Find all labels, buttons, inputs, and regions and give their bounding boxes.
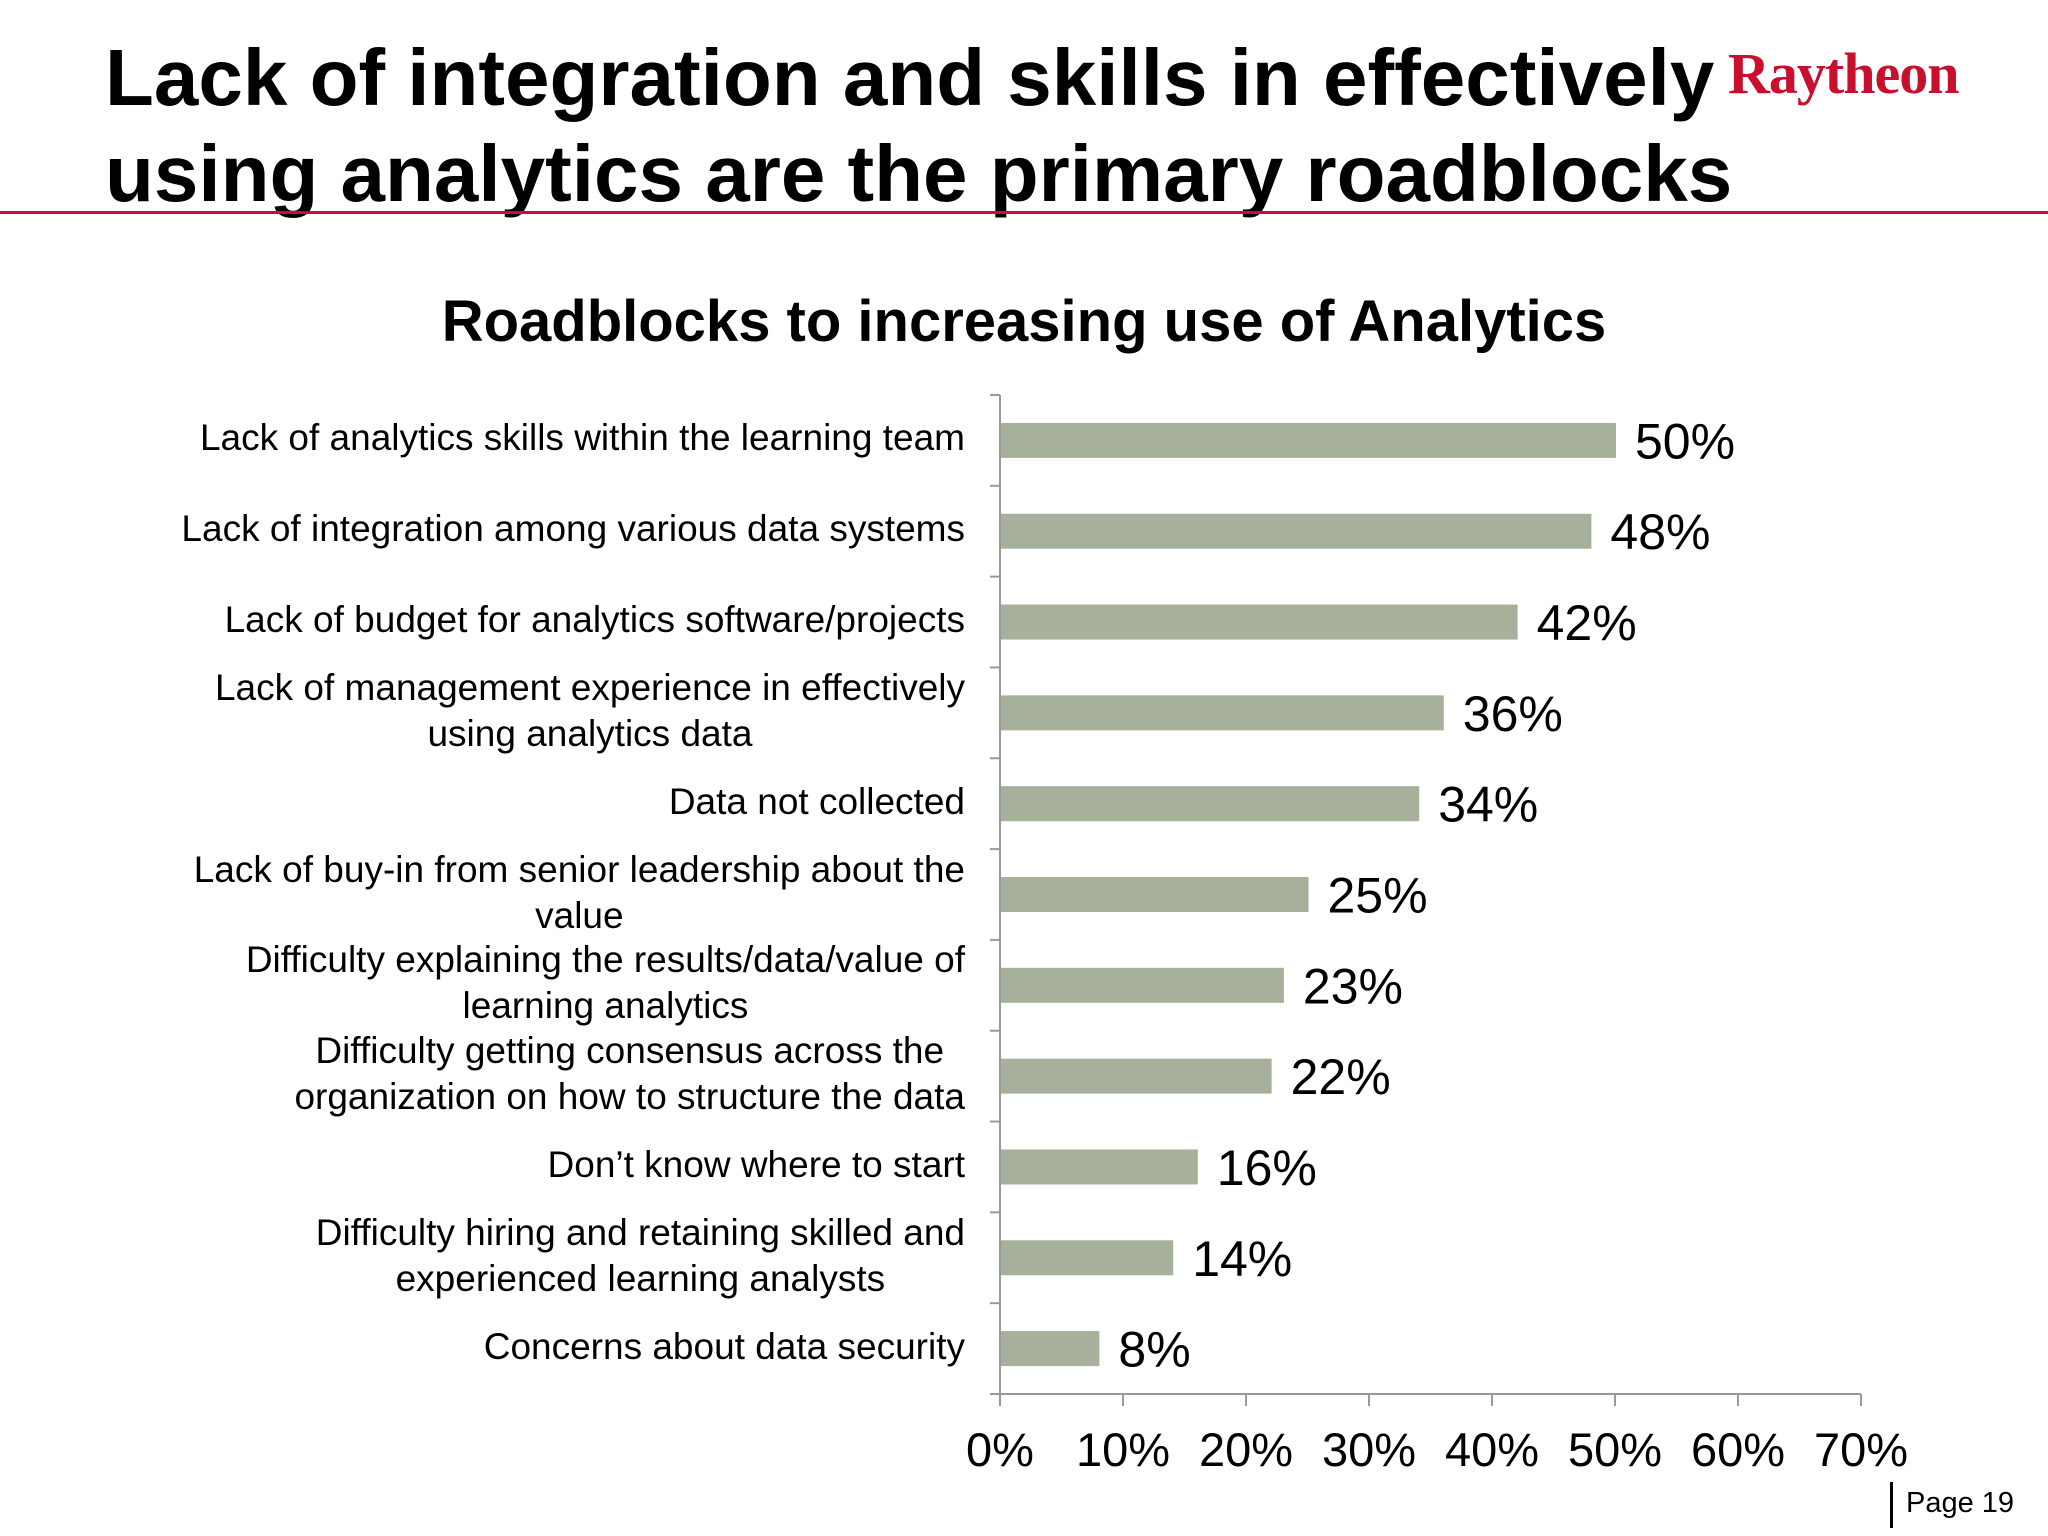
bar [1001,1149,1198,1185]
category-label: Difficulty hiring and retaining skilled … [315,1211,965,1299]
x-tick-label: 30% [1322,1423,1416,1476]
data-label: 48% [1610,504,1710,560]
category-label: Lack of integration among various data s… [181,508,965,550]
data-label: 25% [1328,868,1428,924]
category-label: Lack of management experience in effecti… [214,666,965,754]
bar [1001,513,1592,549]
bar [1001,967,1284,1003]
bar [1001,1331,1100,1367]
chart-title: Roadblocks to increasing use of Analytic… [0,288,2048,355]
data-label: 36% [1463,686,1563,742]
data-label: 34% [1438,777,1538,833]
bar [1001,422,1616,458]
slide-title-line-1: Lack of integration and skills in effect… [105,33,1715,122]
data-label: 50% [1635,413,1735,469]
category-label: Data not collected [668,780,965,822]
slide-title: Lack of integration and skills in effect… [105,30,1745,222]
bar [1001,695,1444,731]
bar [1001,877,1309,912]
data-label: 22% [1291,1049,1391,1105]
chart-title-text: Roadblocks to increasing use of Analytic… [441,289,1607,354]
category-label: Difficulty getting consensus across the … [294,1030,965,1118]
bar [1001,604,1518,640]
page-number-separator [1890,1482,1893,1528]
category-label: Lack of analytics skills within the lear… [199,417,965,459]
category-label: Don’t know where to start [547,1143,965,1185]
header-divider [0,211,2048,214]
slide-title-line-2: using analytics are the primary roadbloc… [105,129,1733,218]
category-label: Lack of buy-in from senior leadership ab… [193,848,965,936]
data-label: 14% [1192,1231,1292,1287]
data-label: 16% [1217,1140,1317,1196]
bar [1001,1058,1272,1094]
data-label: 23% [1303,958,1403,1014]
x-tick-label: 0% [966,1423,1034,1476]
x-tick-label: 10% [1076,1423,1170,1476]
x-tick-label: 40% [1445,1423,1539,1476]
data-label: 8% [1118,1322,1190,1378]
category-label: Concerns about data security [483,1325,965,1367]
data-label: 42% [1537,595,1637,651]
x-tick-label: 60% [1691,1423,1785,1476]
bar [1001,1240,1174,1276]
x-tick-label: 20% [1199,1423,1293,1476]
x-tick-label: 50% [1568,1423,1662,1476]
category-label: Lack of budget for analytics software/pr… [224,599,965,641]
bar [1001,786,1420,822]
page-number: Page 19 [1906,1487,2015,1519]
raytheon-logo: Raytheon [1728,41,1959,106]
x-tick-label: 70% [1814,1423,1908,1476]
category-label: Difficulty explaining the results/data/v… [245,939,965,1027]
